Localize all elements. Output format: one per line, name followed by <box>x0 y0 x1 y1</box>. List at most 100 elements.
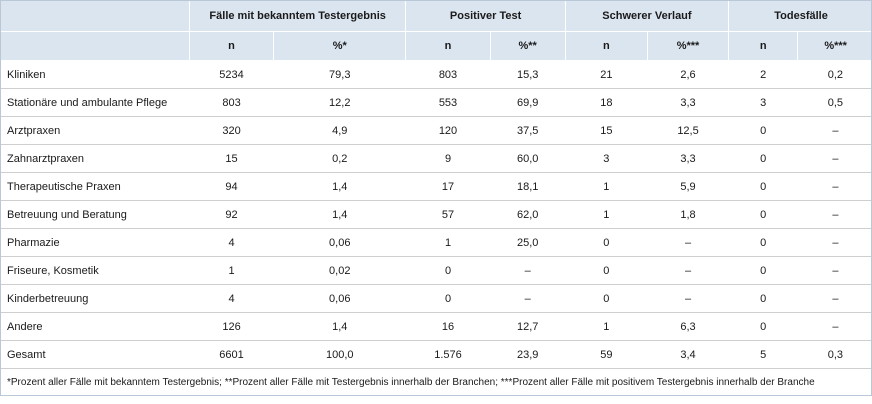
row-label: Andere <box>1 312 190 341</box>
cell: – <box>490 284 566 313</box>
cell: 79,3 <box>273 60 406 89</box>
corner-cell <box>1 31 190 61</box>
cell: 0 <box>565 228 648 257</box>
cell: 18,1 <box>490 172 566 201</box>
cell: 6601 <box>189 340 274 369</box>
cell: 5,9 <box>647 172 729 201</box>
group-header: Positiver Test <box>405 1 566 32</box>
cell: 92 <box>189 200 274 229</box>
subheader: n <box>564 31 648 61</box>
row-label: Arztpraxen <box>1 116 190 145</box>
row-label: Zahnarztpraxen <box>1 144 190 173</box>
cell: 23,9 <box>490 340 566 369</box>
cell: 1 <box>565 200 648 229</box>
row-label: Stationäre und ambulante Pflege <box>1 88 190 117</box>
cell: – <box>647 228 729 257</box>
cell: – <box>797 116 871 145</box>
cell: 803 <box>405 60 491 89</box>
cell: 100,0 <box>273 340 406 369</box>
cell: 0 <box>728 312 798 341</box>
cell: 94 <box>189 172 274 201</box>
cell: – <box>797 144 871 173</box>
cell: 57 <box>405 200 491 229</box>
cell: – <box>490 256 566 285</box>
cell: 0 <box>565 256 648 285</box>
table-row: Friseure, Kosmetik 1 0,02 0–0–0– <box>1 256 871 285</box>
cell: – <box>797 284 871 313</box>
subheader: n <box>405 31 491 61</box>
cell: 320 <box>189 116 274 145</box>
cell: 3,3 <box>647 144 729 173</box>
cell: 15 <box>189 144 274 173</box>
group-header: Schwerer Verlauf <box>564 1 729 32</box>
cell: 62,0 <box>490 200 566 229</box>
cell: 0 <box>728 172 798 201</box>
table-row: Betreuung und Beratung 92 1,4 57 62,0 1 1,8 0– <box>1 200 871 229</box>
cell: 0 <box>728 200 798 229</box>
row-label: Kliniken <box>1 60 190 89</box>
table-row: Pharmazie 4 0,06 1 25,0 0–0– <box>1 228 871 257</box>
table: Fälle mit bekanntem Testergebnis Positive… <box>1 1 871 395</box>
table-row: Kinderbetreuung 4 0,06 0–0–0– <box>1 284 871 313</box>
cell: 0,06 <box>273 228 406 257</box>
cell: 0,5 <box>797 88 871 117</box>
cell: 120 <box>405 116 491 145</box>
cell: – <box>797 256 871 285</box>
cell: 0 <box>728 144 798 173</box>
cell: 5 <box>728 340 798 369</box>
cell: 3,3 <box>647 88 729 117</box>
group-row: Fälle mit bekanntem Testergebnis Positive… <box>1 1 871 32</box>
cell: 0,2 <box>273 144 406 173</box>
cell: 16 <box>405 312 491 341</box>
cell: 0,2 <box>797 60 871 89</box>
row-label: Therapeutische Praxen <box>1 172 190 201</box>
cell: 59 <box>565 340 648 369</box>
cell: – <box>797 228 871 257</box>
row-label: Kinderbetreuung <box>1 284 190 313</box>
subheader: %** <box>489 31 566 61</box>
cell: 0 <box>728 116 798 145</box>
cell: 15 <box>565 116 648 145</box>
cell: 0 <box>405 284 491 313</box>
cell: 553 <box>405 88 491 117</box>
cell: 3 <box>565 144 648 173</box>
table-row: Kliniken 5234 79,3 803 15,3 21 2,6 2 0,2 <box>1 60 871 89</box>
row-label: Gesamt <box>1 340 190 369</box>
cell: 1,4 <box>273 172 406 201</box>
group-header: Fälle mit bekanntem Testergebnis <box>188 1 406 32</box>
cell: – <box>647 284 729 313</box>
row-label: Friseure, Kosmetik <box>1 256 190 285</box>
cell: 25,0 <box>490 228 566 257</box>
cell: 15,3 <box>490 60 566 89</box>
cell: 0 <box>565 284 648 313</box>
cell: 60,0 <box>490 144 566 173</box>
cell: 18 <box>565 88 648 117</box>
corner-cell <box>1 1 190 32</box>
cell: 1 <box>405 228 491 257</box>
cell: 1,4 <box>273 200 406 229</box>
cell: 12,7 <box>490 312 566 341</box>
cell: 4,9 <box>273 116 406 145</box>
cell: 0 <box>405 256 491 285</box>
cell: 0,3 <box>797 340 871 369</box>
table-body: Kliniken 5234 79,3 803 15,3 21 2,6 2 0,2 Stationä… <box>1 60 871 369</box>
subheader: n <box>728 31 798 61</box>
cell: 0 <box>728 228 798 257</box>
footnote: *Prozent aller Fälle mit bekanntem Teste… <box>1 368 871 395</box>
cell: 803 <box>189 88 274 117</box>
cell: – <box>797 200 871 229</box>
cell: 1 <box>565 172 648 201</box>
cell: 0,06 <box>273 284 406 313</box>
cell: 1,8 <box>647 200 729 229</box>
table-row: Zahnarztpraxen 15 0,2 9 60,0 3 3,3 0– <box>1 144 871 173</box>
subheader: n <box>188 31 274 61</box>
cell: 5234 <box>189 60 274 89</box>
subheader: %* <box>273 31 406 61</box>
subheader-row: n %* n %** n %*** n %*** <box>1 31 871 61</box>
cell: 17 <box>405 172 491 201</box>
table-footer: *Prozent aller Fälle mit bekanntem Teste… <box>1 368 871 395</box>
cell: – <box>797 312 871 341</box>
cell: 0,02 <box>273 256 406 285</box>
